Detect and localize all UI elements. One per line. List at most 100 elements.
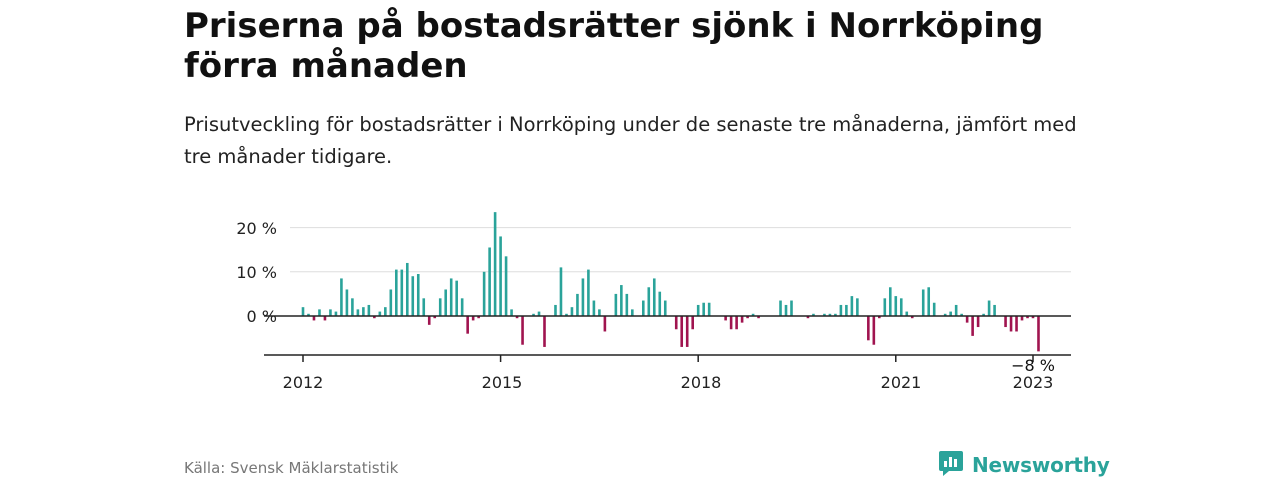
x-tick-label: 2018 bbox=[681, 373, 722, 392]
bar bbox=[449, 278, 453, 316]
bar bbox=[729, 316, 733, 330]
bar bbox=[987, 300, 991, 316]
bar bbox=[312, 316, 316, 321]
bar bbox=[515, 316, 519, 319]
bar-chart: 20 % 10 % 0 % 2012 2015 2018 2021 2023 −… bbox=[236, 212, 1071, 392]
bar bbox=[642, 300, 645, 316]
bar bbox=[455, 280, 458, 316]
bar bbox=[899, 298, 903, 316]
bar bbox=[438, 298, 442, 316]
bar bbox=[400, 269, 404, 316]
bar bbox=[521, 316, 524, 345]
last-value-annotation: −8 % bbox=[1011, 356, 1055, 375]
bar bbox=[318, 309, 321, 316]
bar bbox=[921, 289, 925, 316]
bar bbox=[943, 313, 947, 316]
bar bbox=[329, 309, 332, 316]
bar bbox=[839, 304, 843, 316]
bar bbox=[834, 313, 837, 316]
y-tick-label: 20 % bbox=[236, 219, 277, 238]
bar bbox=[784, 304, 788, 316]
bar bbox=[411, 276, 415, 316]
chart-title: Priserna på bostadsrätter sjönk i Norrkö… bbox=[184, 6, 1044, 86]
bar bbox=[982, 313, 985, 316]
bar bbox=[356, 309, 360, 316]
bar bbox=[504, 256, 508, 316]
bar bbox=[735, 316, 738, 330]
bar bbox=[345, 289, 349, 316]
bar bbox=[790, 300, 793, 316]
bar bbox=[307, 313, 310, 316]
bar bbox=[554, 304, 557, 316]
x-tick-label: 2023 bbox=[1013, 373, 1054, 392]
bar bbox=[663, 300, 667, 316]
bar bbox=[696, 304, 700, 316]
y-tick-labels: 20 % 10 % 0 % bbox=[236, 219, 277, 326]
bar bbox=[510, 309, 513, 316]
bar bbox=[878, 316, 881, 319]
bar bbox=[740, 316, 744, 323]
bar bbox=[427, 316, 431, 325]
brand-name: Newsworthy bbox=[972, 453, 1110, 477]
bar bbox=[1026, 316, 1029, 319]
gridlines bbox=[290, 227, 1071, 273]
bar bbox=[1020, 316, 1024, 321]
x-tick-label: 2021 bbox=[881, 373, 922, 392]
bar bbox=[905, 311, 909, 316]
bar bbox=[746, 316, 749, 319]
bar bbox=[976, 316, 980, 328]
bar bbox=[433, 316, 437, 319]
bar bbox=[323, 316, 327, 321]
bar bbox=[845, 304, 848, 316]
bar bbox=[614, 293, 618, 316]
bar bbox=[477, 316, 480, 319]
bar bbox=[488, 247, 491, 316]
bar bbox=[894, 296, 898, 316]
bar bbox=[647, 287, 651, 316]
bar bbox=[680, 316, 684, 347]
bar bbox=[1004, 316, 1007, 328]
bar bbox=[543, 316, 546, 347]
newsworthy-logo-icon bbox=[938, 449, 964, 481]
bar bbox=[850, 296, 854, 316]
bar bbox=[658, 291, 662, 316]
bar bbox=[960, 313, 963, 316]
bar bbox=[493, 212, 497, 316]
bar bbox=[460, 298, 464, 316]
bar bbox=[751, 313, 755, 316]
bar bbox=[576, 293, 579, 316]
x-tick-label: 2015 bbox=[482, 373, 523, 392]
bar bbox=[466, 316, 469, 334]
chart-subtitle: Prisutveckling för bostadsrätter i Norrk… bbox=[184, 113, 1077, 168]
bar bbox=[883, 298, 887, 316]
bar bbox=[340, 278, 343, 316]
bar bbox=[691, 316, 694, 330]
bar bbox=[378, 311, 382, 316]
bar bbox=[685, 316, 689, 347]
bar bbox=[757, 316, 760, 319]
bar bbox=[499, 236, 502, 316]
bar bbox=[828, 313, 832, 316]
bar bbox=[1015, 316, 1018, 332]
bar bbox=[367, 304, 371, 316]
bar bbox=[674, 316, 678, 330]
bar bbox=[598, 309, 601, 316]
bar bbox=[927, 287, 931, 316]
bar bbox=[888, 287, 892, 316]
bar bbox=[351, 298, 354, 316]
bar bbox=[724, 316, 727, 321]
bar bbox=[532, 313, 535, 316]
bar bbox=[867, 316, 870, 341]
y-tick-label: 0 % bbox=[247, 307, 277, 326]
bar bbox=[971, 316, 974, 336]
brand-logo: Newsworthy bbox=[938, 450, 1110, 480]
bar bbox=[416, 274, 420, 316]
bar bbox=[362, 307, 365, 316]
bar bbox=[1031, 316, 1035, 319]
bar bbox=[631, 309, 634, 316]
bar bbox=[779, 300, 782, 316]
bar bbox=[910, 316, 914, 319]
x-tick-label: 2012 bbox=[283, 373, 324, 392]
bar bbox=[537, 311, 541, 316]
bar bbox=[932, 302, 936, 316]
